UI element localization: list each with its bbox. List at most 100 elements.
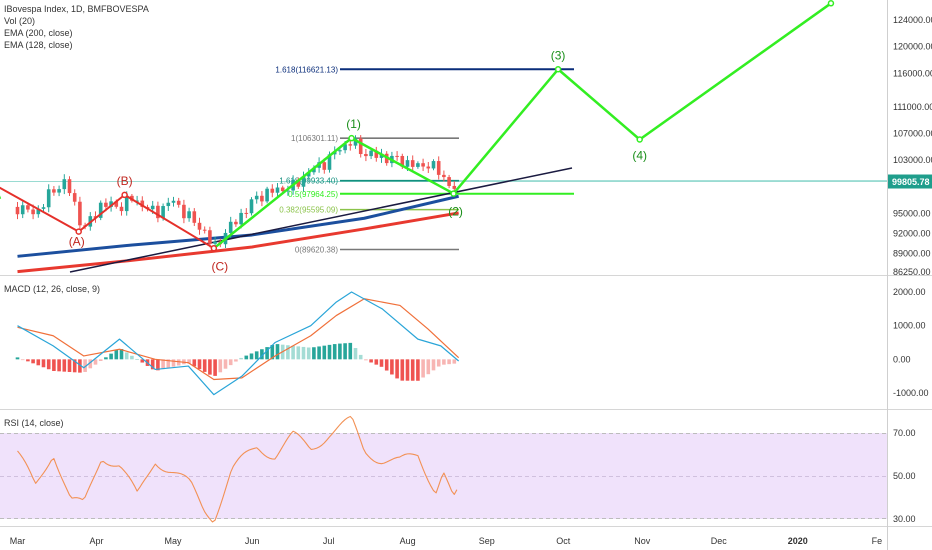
price-tick-label: 111000.00: [893, 102, 932, 112]
macd-histogram-bar: [379, 359, 384, 367]
macd-histogram-bar: [20, 359, 25, 361]
candle-body: [260, 195, 264, 202]
candle-body: [213, 241, 217, 244]
wave-pivot: [827, 0, 835, 7]
rsi-line: [17, 415, 458, 523]
candle-body: [436, 161, 441, 175]
macd-histogram-bar: [244, 355, 249, 360]
fib-level-label: 1.618(116621.13): [275, 65, 338, 74]
macd-histogram-bar: [436, 359, 441, 367]
candle-body: [161, 206, 165, 219]
macd-histogram-bar: [322, 345, 327, 360]
candle-body: [447, 177, 451, 186]
price-tick-label: 86250.00: [893, 267, 931, 277]
price-panel: 1.618(116621.13) 1(106301.11) 1.618(99933.…: [0, 0, 887, 273]
legend-macd[interactable]: MACD (12, 26, close, 9): [4, 284, 101, 294]
macd-histogram-bar: [416, 359, 420, 381]
macd-histogram-bar: [135, 359, 139, 360]
candle-body: [254, 195, 259, 200]
macd-histogram-bar: [114, 349, 119, 360]
macd-histogram-bar: [343, 343, 347, 360]
time-tick-label: Sep: [479, 536, 495, 546]
time-tick-label: Jul: [323, 536, 335, 546]
candle-body: [301, 176, 306, 187]
macd-histogram-bar: [275, 344, 280, 360]
legend-rsi[interactable]: RSI (14, close): [4, 418, 64, 428]
legend-title[interactable]: IBovespa Index, 1D, BMFBOVESPA: [4, 4, 149, 14]
macd-histogram-bar: [109, 353, 113, 360]
macd-histogram-bar: [358, 354, 363, 360]
time-tick-label: Oct: [556, 536, 571, 546]
macd-histogram-bar: [57, 359, 61, 372]
candle-body: [31, 209, 35, 215]
candle-body: [15, 206, 20, 215]
macd-histogram-bar: [36, 359, 41, 366]
macd-histogram-bar: [197, 359, 202, 370]
wave-pivot: [636, 136, 643, 143]
macd-histogram-bar: [104, 357, 108, 360]
candle-body: [176, 200, 181, 205]
price-tick-label: 89000.00: [893, 249, 931, 259]
fib-level-label: 1(106301.11): [291, 134, 338, 143]
candle-body: [182, 204, 186, 219]
macd-histogram-bar: [301, 346, 306, 360]
candle-body: [353, 138, 358, 146]
candle-body: [62, 179, 67, 190]
macd-histogram-bar: [192, 359, 197, 367]
candle-body: [249, 199, 254, 214]
wave-pivot: [210, 245, 218, 252]
macd-histogram-bar: [98, 359, 103, 361]
time-tick-label: Apr: [90, 536, 104, 546]
macd-histogram-bar: [26, 359, 30, 362]
candle-body: [72, 193, 77, 202]
candle-body: [228, 221, 233, 233]
candle-body: [358, 138, 363, 155]
candle-body: [364, 154, 368, 157]
candle-body: [171, 200, 176, 203]
macd-histogram-bar: [317, 346, 321, 360]
rsi-tick-label: 30.00: [893, 514, 916, 524]
elliott-label: (3): [551, 48, 566, 62]
legend-vol[interactable]: Vol (20): [4, 16, 36, 26]
candle-body: [431, 161, 436, 169]
macd-histogram-bar: [119, 349, 124, 360]
elliott-label: (2): [448, 205, 463, 219]
wave-pivot: [75, 228, 82, 235]
wave-pivot: [121, 191, 128, 199]
candle-body: [140, 200, 145, 207]
macd-histogram-bar: [384, 359, 389, 371]
rsi-panel: [17, 415, 458, 523]
macd-histogram-bar: [31, 359, 35, 364]
candle-body: [369, 150, 373, 157]
price-tick-label: 124000.00: [893, 15, 932, 25]
wave-pivot: [554, 66, 562, 73]
elliott-label: (A): [69, 235, 85, 249]
elliott-label: (4): [632, 148, 647, 162]
price-tick-label: 103000.00: [893, 155, 932, 165]
macd-histogram-bar: [410, 359, 415, 381]
macd-histogram-bar: [78, 359, 82, 373]
macd-histogram-bar: [130, 355, 134, 360]
macd-histogram-bar: [400, 359, 405, 381]
time-tick-label: Dec: [711, 536, 728, 546]
macd-histogram-bar: [353, 348, 358, 360]
macd-histogram-bar: [260, 349, 264, 360]
candle-body: [395, 155, 399, 157]
legend-ema128[interactable]: EMA (128, close): [4, 40, 73, 50]
price-tick-label: 116000.00: [893, 68, 932, 78]
macd-histogram-bar: [239, 357, 243, 360]
candle-body: [452, 185, 457, 189]
fib-level-label: 0.382(95595.09): [279, 206, 338, 215]
legend-ema200[interactable]: EMA (200, close): [4, 28, 73, 38]
candle-body: [166, 202, 171, 207]
candle-body: [374, 150, 379, 158]
macd-histogram-bar: [296, 346, 301, 360]
macd-histogram-bar: [306, 347, 311, 360]
macd-histogram-bar: [93, 359, 98, 365]
macd-histogram-bar: [332, 344, 337, 360]
rsi-tick-label: 50.00: [893, 471, 916, 481]
macd-histogram-bar: [218, 359, 223, 373]
axes: 124000.00 120000.00 116000.00 111000.00 1070…: [10, 15, 932, 546]
price-tick-label: 107000.00: [893, 128, 932, 138]
